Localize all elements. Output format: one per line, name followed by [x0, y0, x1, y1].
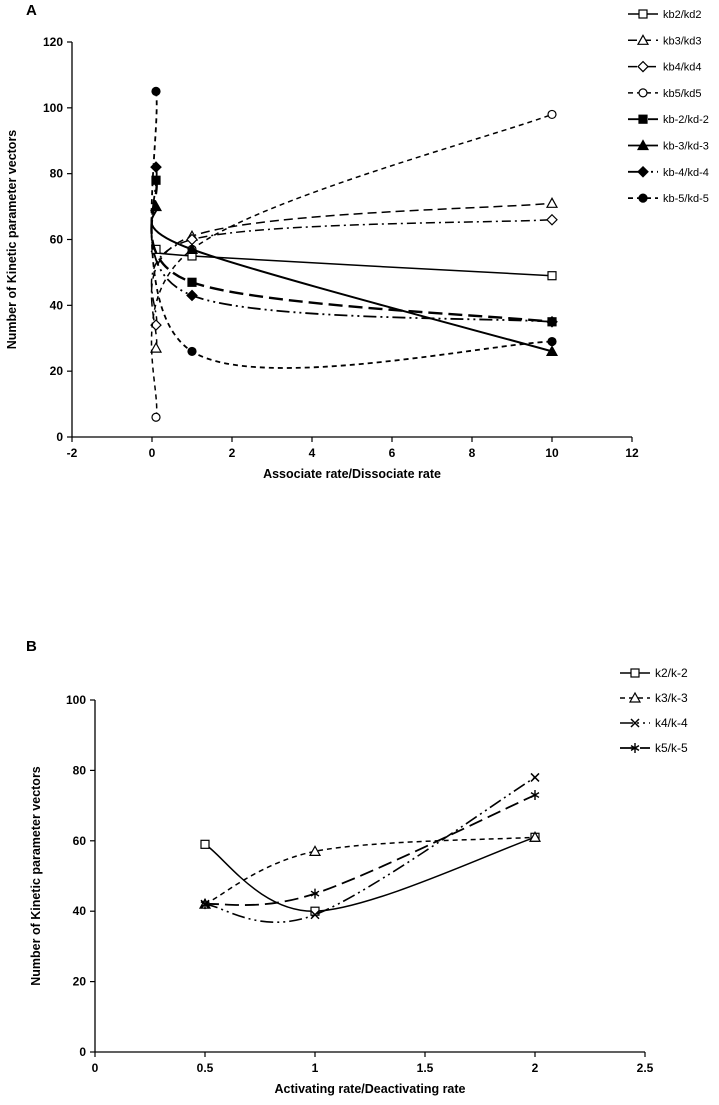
svg-text:8: 8 [469, 446, 476, 460]
svg-text:Number of Kinetic parameter ve: Number of Kinetic parameter vectors [5, 130, 19, 350]
svg-text:4: 4 [309, 446, 316, 460]
svg-text:k5/k-5: k5/k-5 [655, 741, 688, 755]
panel-a: A -2 0 2 4 6 8 10 12 0 20 40 60 80 100 120 Associate ra… [0, 0, 719, 510]
svg-text:100: 100 [43, 101, 63, 115]
svg-text:0: 0 [149, 446, 156, 460]
svg-text:Activating rate/Deactivating r: Activating rate/Deactivating rate [274, 1082, 465, 1096]
svg-text:20: 20 [50, 364, 64, 378]
svg-text:kb4/kd4: kb4/kd4 [663, 62, 702, 74]
svg-text:kb5/kd5: kb5/kd5 [663, 88, 702, 100]
svg-text:2.5: 2.5 [637, 1061, 654, 1075]
svg-text:2: 2 [532, 1061, 539, 1075]
svg-text:0: 0 [79, 1045, 86, 1059]
svg-text:2: 2 [229, 446, 236, 460]
svg-text:Associate rate/Dissociate rate: Associate rate/Dissociate rate [263, 467, 441, 481]
svg-text:80: 80 [50, 167, 64, 181]
svg-text:-2: -2 [67, 446, 78, 460]
svg-text:1.5: 1.5 [417, 1061, 434, 1075]
svg-text:1: 1 [312, 1061, 319, 1075]
svg-text:kb-3/kd-3: kb-3/kd-3 [663, 141, 709, 153]
svg-text:kb-5/kd-5: kb-5/kd-5 [663, 193, 709, 205]
svg-text:40: 40 [73, 904, 87, 918]
svg-text:120: 120 [43, 35, 63, 49]
svg-text:0.5: 0.5 [197, 1061, 214, 1075]
chart-panel-b: 0 0.5 1 1.5 2 2.5 0 20 40 60 80 100 Activating rate/… [29, 666, 688, 1096]
svg-text:kb2/kd2: kb2/kd2 [663, 9, 702, 21]
panel-b-label: B [26, 638, 37, 655]
svg-text:20: 20 [73, 975, 87, 989]
panel-a-label: A [26, 2, 37, 19]
svg-text:100: 100 [66, 693, 86, 707]
svg-text:kb-4/kd-4: kb-4/kd-4 [663, 167, 709, 179]
svg-text:k3/k-3: k3/k-3 [655, 691, 688, 705]
svg-text:kb-2/kd-2: kb-2/kd-2 [663, 114, 709, 126]
svg-text:80: 80 [73, 763, 87, 777]
svg-text:40: 40 [50, 298, 64, 312]
panel-b: B 0 0.5 1 1.5 2 2.5 0 20 40 60 80 100 Activating rat… [0, 620, 719, 1105]
svg-text:0: 0 [56, 430, 63, 444]
svg-text:kb3/kd3: kb3/kd3 [663, 35, 702, 47]
svg-text:k2/k-2: k2/k-2 [655, 666, 688, 680]
svg-text:Number of Kinetic parameter ve: Number of Kinetic parameter vectors [29, 766, 43, 986]
svg-text:60: 60 [73, 834, 87, 848]
svg-text:k4/k-4: k4/k-4 [655, 716, 688, 730]
svg-text:6: 6 [389, 446, 396, 460]
svg-text:0: 0 [92, 1061, 99, 1075]
svg-text:10: 10 [545, 446, 559, 460]
svg-text:12: 12 [625, 446, 639, 460]
svg-text:60: 60 [50, 233, 64, 247]
